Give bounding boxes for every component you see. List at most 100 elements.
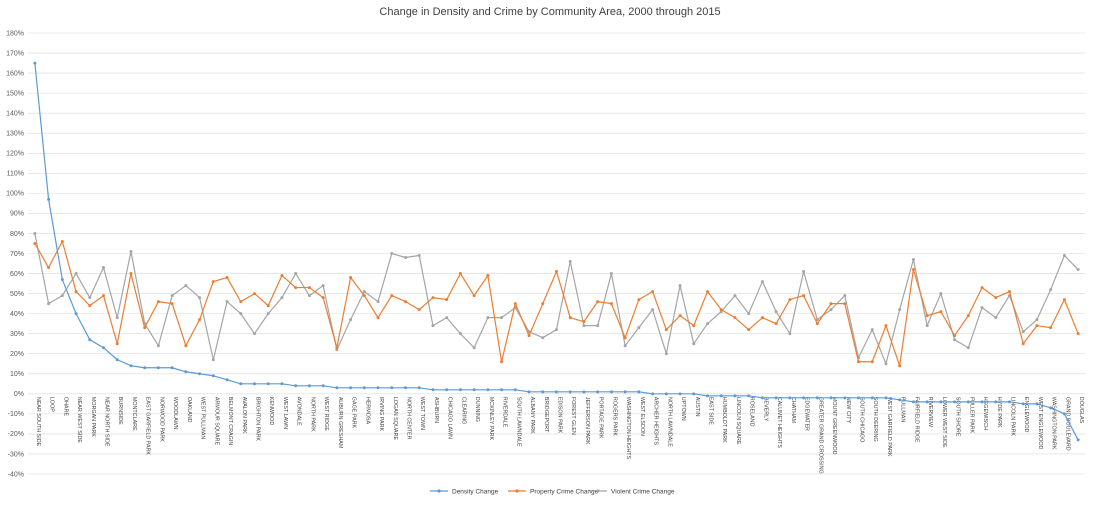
data-point — [555, 390, 558, 394]
data-point — [129, 249, 133, 253]
x-tick-label: BEVERLY — [762, 397, 768, 422]
data-point — [280, 296, 284, 300]
data-point — [843, 302, 847, 306]
data-point — [596, 390, 600, 394]
y-tick-label: 170% — [6, 50, 24, 57]
data-point — [102, 294, 105, 298]
data-point — [458, 272, 462, 276]
data-point — [651, 392, 655, 396]
data-point — [294, 286, 298, 290]
data-point — [582, 324, 586, 328]
data-point — [568, 260, 572, 264]
y-tick-label: 180% — [6, 30, 24, 37]
x-tick-label: WEST PULLMAN — [200, 397, 206, 440]
data-point — [939, 292, 943, 296]
x-tick-label: KENWOOD — [268, 397, 274, 426]
data-point — [225, 378, 229, 382]
data-point — [857, 396, 860, 400]
data-point — [445, 316, 449, 320]
data-point — [362, 290, 366, 294]
data-point — [1076, 332, 1080, 336]
data-point — [1049, 326, 1053, 330]
x-tick-label: NEAR SOUTH SIDE — [35, 397, 41, 447]
data-point — [445, 388, 449, 392]
data-point — [321, 384, 325, 388]
x-tick-label: AVONDALE — [296, 397, 302, 426]
data-point — [376, 316, 380, 320]
data-point — [884, 362, 888, 366]
y-tick-label: 10% — [10, 371, 24, 378]
x-tick-label: SOUTH SHORE — [955, 397, 961, 437]
y-tick-label: 110% — [7, 171, 24, 178]
x-tick-label: DUNNING — [474, 397, 480, 422]
y-tick-label: 80% — [10, 231, 24, 238]
data-point — [664, 352, 668, 356]
x-tick-label: AVALON PARK — [241, 397, 247, 434]
data-point — [60, 278, 64, 282]
data-point — [321, 296, 325, 300]
y-tick-label: 130% — [6, 131, 24, 138]
data-point — [472, 346, 476, 350]
data-point — [843, 396, 847, 400]
y-tick-label: 30% — [10, 331, 24, 338]
data-point — [802, 396, 806, 400]
data-point — [60, 239, 64, 243]
y-tick-label: -40% — [8, 471, 24, 478]
data-point — [33, 231, 37, 235]
x-tick-label: ROGERS PARK — [611, 397, 617, 437]
data-point — [760, 396, 764, 400]
x-tick-label: CHATHAM — [790, 397, 796, 424]
x-tick-label: IRVING PARK — [378, 397, 384, 432]
data-point — [719, 394, 723, 398]
data-point — [500, 360, 504, 364]
data-point — [1035, 318, 1039, 322]
x-tick-label: LINCOLN SQUARE — [735, 397, 741, 445]
data-point — [280, 382, 284, 386]
x-tick-label: MORGAN PARK — [90, 397, 96, 437]
data-point — [156, 344, 160, 348]
x-tick-label: BRIDGEPORT — [543, 397, 549, 433]
data-point — [225, 300, 229, 304]
x-tick-label: CLEARING — [460, 397, 466, 425]
data-point — [294, 384, 298, 388]
data-point — [541, 302, 545, 306]
data-point — [596, 300, 600, 304]
data-point — [678, 284, 682, 288]
legend-marker — [515, 489, 519, 493]
data-point — [939, 400, 943, 404]
data-point — [1062, 298, 1066, 302]
y-tick-label: 150% — [6, 90, 24, 97]
x-tick-label: FAIRFIELD RIDGE — [913, 397, 919, 443]
data-point — [362, 386, 366, 390]
y-tick-label: 0% — [14, 391, 24, 398]
data-point — [774, 322, 778, 326]
x-tick-label: NORTH CENTER — [406, 397, 412, 440]
x-tick-label: CALUMET HEIGHTS — [776, 397, 782, 449]
data-point — [623, 390, 627, 394]
data-point — [637, 298, 641, 302]
data-point — [692, 342, 696, 346]
data-point — [760, 280, 764, 284]
data-point — [898, 398, 902, 402]
data-point — [198, 372, 202, 376]
data-point — [788, 298, 792, 302]
data-point — [184, 284, 188, 288]
data-point — [953, 334, 957, 338]
data-point — [788, 332, 792, 336]
x-tick-label: GREATER GRAND CROSSING — [817, 397, 823, 474]
data-point — [198, 318, 202, 322]
data-point — [431, 324, 435, 328]
x-tick-label: EAST GARFIELD PARK — [145, 397, 151, 456]
y-tick-label: -20% — [8, 431, 24, 438]
data-point — [870, 328, 874, 332]
x-tick-label: SOUTH CHICAGO — [859, 397, 865, 443]
x-tick-label: LINCOLN PARK — [1010, 397, 1016, 437]
data-point — [184, 370, 188, 374]
data-point — [74, 290, 78, 294]
x-tick-label: HERMOSA — [364, 397, 370, 425]
data-point — [472, 294, 476, 298]
data-point — [651, 290, 655, 294]
x-tick-label: CHICAGO LAWN — [447, 397, 453, 439]
